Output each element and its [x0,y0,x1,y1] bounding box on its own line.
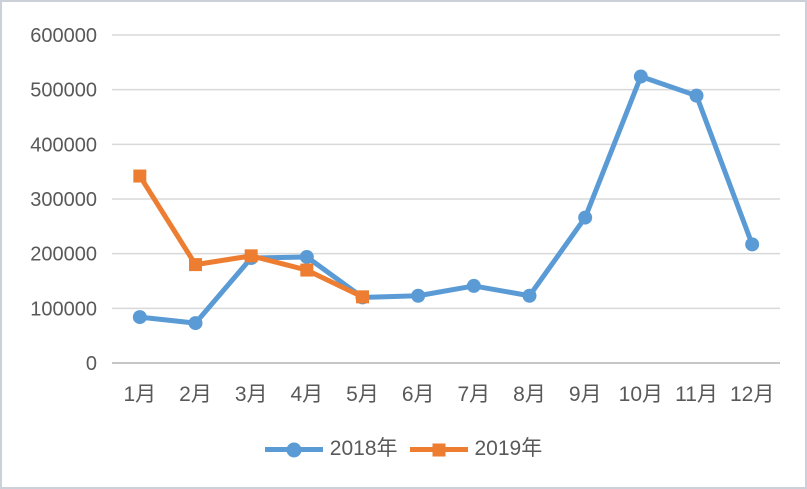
data-point-marker [132,310,147,325]
data-point-marker [633,69,648,84]
data-point-marker [299,249,314,264]
data-point-marker [189,258,202,272]
y-axis-tick-label: 400000 [30,134,97,156]
data-point-marker [411,288,426,303]
x-axis-tick-label: 9月 [569,383,602,406]
x-axis-tick-label: 7月 [457,383,490,406]
data-point-marker [522,288,537,303]
data-point-marker [300,263,314,277]
x-axis-tick-label: 3月 [235,383,268,406]
y-axis-tick-label: 300000 [30,189,97,211]
y-axis-tick-label: 600000 [30,25,97,47]
x-axis-tick-label: 12月 [730,383,774,406]
legend-line-2018 [264,442,323,457]
data-point-marker [466,278,481,293]
series-line-2018年 [137,74,755,326]
legend-label-2019: 2019年 [474,437,543,460]
x-axis-tick-label: 10月 [619,383,663,406]
x-axis-tick-label: 6月 [402,383,435,406]
y-axis-tick-label: 0 [86,353,97,375]
legend-item-2018: 2018年 [264,437,398,461]
data-point-marker [244,249,258,263]
x-axis-tick-label: 4月 [290,383,323,406]
y-axis-tick-label: 100000 [30,298,97,320]
y-axis-tick-label: 500000 [30,80,97,102]
chart-legend: 2018年 2019年 [2,438,805,461]
square-marker-icon [432,443,445,456]
data-point-marker [745,237,760,252]
y-axis-tick-label: 200000 [30,244,97,266]
x-axis-tick-label: 8月 [513,383,546,406]
data-point-marker [188,316,203,331]
x-axis-tick-label: 1月 [123,383,156,406]
data-point-marker [356,290,369,304]
x-axis-tick-label: 11月 [675,383,718,406]
legend-label-2018: 2018年 [329,437,398,460]
x-axis-tick-label: 2月 [179,383,212,406]
data-point-marker [689,88,704,103]
series-line-2019年 [137,173,365,300]
data-point-marker [133,169,147,183]
data-point-marker [578,210,593,225]
legend-item-2019: 2019年 [409,437,543,461]
x-axis-tick-label: 5月 [346,383,379,406]
circle-marker-icon [286,442,302,457]
legend-line-2019 [409,443,468,456]
